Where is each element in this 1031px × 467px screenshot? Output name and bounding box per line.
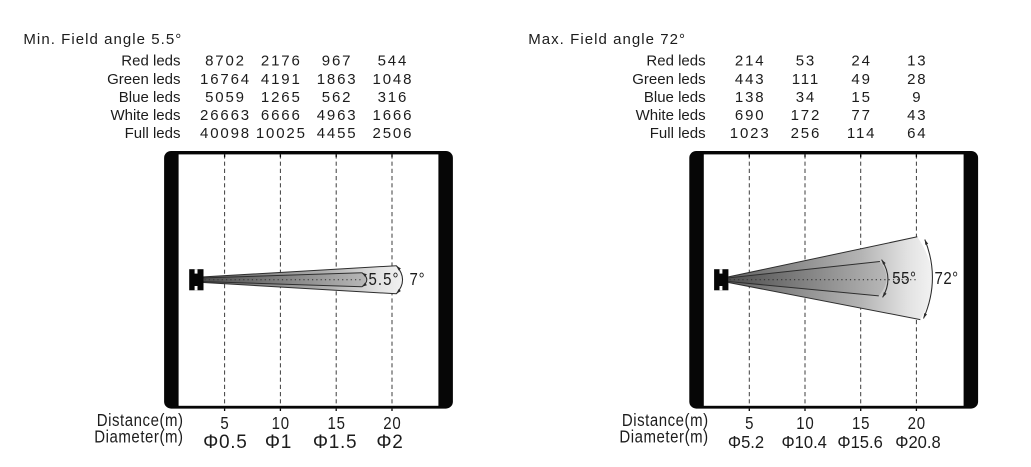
svg-text:72°: 72° <box>935 268 959 289</box>
svg-text:967: 967 <box>322 53 353 70</box>
svg-text:1863: 1863 <box>317 71 358 88</box>
svg-text:10025: 10025 <box>256 125 307 142</box>
svg-text:Full leds: Full leds <box>125 125 181 142</box>
svg-text:9: 9 <box>912 89 922 106</box>
svg-text:5.5°: 5.5° <box>369 269 400 290</box>
svg-text:Green leds: Green leds <box>107 71 180 88</box>
svg-text:Φ20.8: Φ20.8 <box>895 431 940 452</box>
svg-text:5: 5 <box>745 413 754 434</box>
svg-text:Green leds: Green leds <box>632 71 705 88</box>
svg-text:7°: 7° <box>410 269 426 290</box>
svg-text:77: 77 <box>851 107 871 124</box>
svg-text:Diameter(m): Diameter(m) <box>619 428 708 447</box>
svg-text:1666: 1666 <box>373 107 414 124</box>
svg-text:172: 172 <box>791 107 822 124</box>
svg-text:53: 53 <box>796 53 816 70</box>
svg-text:8702: 8702 <box>205 53 246 70</box>
svg-text:1023: 1023 <box>730 125 771 142</box>
svg-text:544: 544 <box>378 53 409 70</box>
svg-text:Blue leds: Blue leds <box>119 89 181 106</box>
svg-text:15: 15 <box>851 89 871 106</box>
svg-text:111: 111 <box>792 71 820 88</box>
svg-text:4191: 4191 <box>261 71 302 88</box>
svg-text:214: 214 <box>735 53 766 70</box>
svg-text:10: 10 <box>272 413 290 434</box>
svg-text:55°: 55° <box>892 268 916 289</box>
svg-text:26663: 26663 <box>200 107 251 124</box>
svg-text:13: 13 <box>907 53 927 70</box>
svg-text:24: 24 <box>851 53 871 70</box>
svg-text:64: 64 <box>907 125 927 142</box>
svg-text:15: 15 <box>327 413 345 434</box>
svg-text:White leds: White leds <box>636 107 706 124</box>
svg-text:114: 114 <box>847 125 876 142</box>
svg-text:Max. Field angle 72°: Max. Field angle 72° <box>528 31 686 48</box>
svg-text:10: 10 <box>796 413 814 434</box>
svg-text:Φ10.4: Φ10.4 <box>781 431 827 452</box>
svg-text:Φ15.6: Φ15.6 <box>837 431 882 452</box>
svg-text:Φ1.5: Φ1.5 <box>313 432 357 453</box>
svg-text:Φ5.2: Φ5.2 <box>728 431 764 452</box>
svg-text:5059: 5059 <box>205 89 246 106</box>
svg-text:Red leds: Red leds <box>646 53 705 70</box>
svg-text:15: 15 <box>852 413 870 434</box>
svg-text:5: 5 <box>220 413 229 434</box>
svg-text:34: 34 <box>796 89 816 106</box>
svg-text:2506: 2506 <box>373 125 414 142</box>
svg-text:Diameter(m): Diameter(m) <box>94 428 183 447</box>
svg-text:316: 316 <box>378 89 409 106</box>
svg-text:4455: 4455 <box>317 125 358 142</box>
svg-text:1048: 1048 <box>373 71 414 88</box>
svg-text:138: 138 <box>735 89 766 106</box>
svg-text:Φ1: Φ1 <box>265 432 292 453</box>
svg-text:Full leds: Full leds <box>650 125 706 142</box>
svg-text:4963: 4963 <box>317 107 358 124</box>
svg-text:43: 43 <box>907 107 927 124</box>
svg-text:443: 443 <box>735 71 766 88</box>
svg-text:Φ0.5: Φ0.5 <box>203 432 247 453</box>
svg-text:562: 562 <box>322 89 353 106</box>
svg-text:2176: 2176 <box>261 53 302 70</box>
svg-text:690: 690 <box>735 107 766 124</box>
svg-text:256: 256 <box>791 125 822 142</box>
svg-text:20: 20 <box>383 413 401 434</box>
svg-text:Blue leds: Blue leds <box>644 89 706 106</box>
svg-text:40098: 40098 <box>200 125 251 142</box>
svg-text:Red leds: Red leds <box>121 53 180 70</box>
svg-text:Distance(m): Distance(m) <box>622 411 709 430</box>
svg-text:Distance(m): Distance(m) <box>97 411 184 430</box>
svg-text:1265: 1265 <box>261 89 302 106</box>
svg-text:49: 49 <box>851 71 871 88</box>
svg-text:Φ2: Φ2 <box>376 432 403 453</box>
svg-text:16764: 16764 <box>200 71 251 88</box>
svg-text:20: 20 <box>908 413 926 434</box>
svg-text:6666: 6666 <box>261 107 302 124</box>
svg-text:Min. Field angle 5.5°: Min. Field angle 5.5° <box>23 31 182 48</box>
svg-text:28: 28 <box>907 71 927 88</box>
svg-text:White leds: White leds <box>110 107 180 124</box>
